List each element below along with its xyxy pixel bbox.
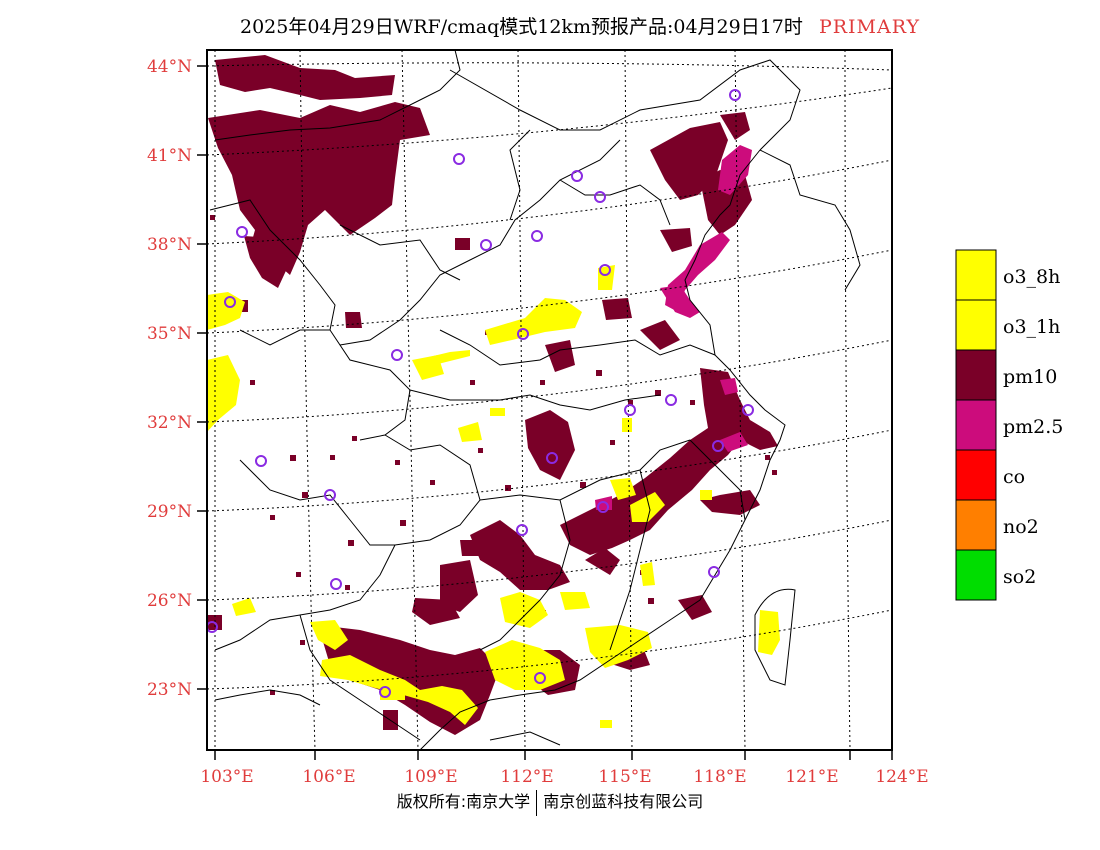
lat-label: 29°N — [147, 502, 192, 522]
lat-labels: 44°N 41°N 38°N 35°N 32°N 29°N 26°N 23°N — [147, 57, 192, 700]
lon-label: 118°E — [693, 767, 746, 787]
legend-swatch-o3-1h — [955, 299, 997, 351]
legend-swatch-no2 — [955, 499, 997, 551]
lat-label: 23°N — [147, 680, 192, 700]
lat-label: 32°N — [147, 413, 192, 433]
o3-regions — [207, 265, 780, 728]
lon-ticks — [214, 750, 893, 760]
lat-label: 26°N — [147, 591, 192, 611]
title-text: 2025年04月29日WRF/cmaq模式12km预报产品:04月29日17时 — [239, 16, 803, 38]
legend-label: co — [1003, 466, 1025, 488]
copyright-left: 版权所有:南京大学 — [396, 792, 531, 811]
legend-label: so2 — [1003, 566, 1036, 588]
lat-label: 41°N — [147, 146, 192, 166]
lon-label: 103°E — [200, 767, 253, 787]
legend-swatch-pm10 — [955, 349, 997, 401]
lon-label: 106°E — [302, 767, 355, 787]
lon-label: 112°E — [500, 767, 553, 787]
lon-label: 109°E — [404, 767, 457, 787]
lat-label: 44°N — [147, 57, 192, 77]
legend-swatch-pm25 — [955, 399, 997, 451]
lon-labels: 103°E 106°E 109°E 112°E 115°E 118°E 121°… — [200, 767, 928, 787]
legend-label: o3_8h — [1003, 266, 1060, 288]
legend-label: pm10 — [1003, 366, 1057, 388]
boundaries — [209, 50, 861, 750]
legend-swatch-so2 — [955, 549, 997, 601]
product-tag: PRIMARY — [818, 16, 920, 38]
lon-label: 115°E — [598, 767, 651, 787]
map-title: 2025年04月29日WRF/cmaq模式12km预报产品:04月29日17时 … — [0, 12, 1100, 39]
lon-label: 124°E — [875, 767, 928, 787]
map-frame — [206, 49, 893, 751]
lat-ticks — [197, 65, 207, 690]
lat-label: 38°N — [147, 235, 192, 255]
copyright-right: 南京创蓝科技有限公司 — [543, 792, 704, 811]
copyright-footer: 版权所有:南京大学 南京创蓝科技有限公司 — [0, 788, 1100, 816]
legend-label: pm2.5 — [1003, 416, 1063, 438]
legend-label: o3_1h — [1003, 316, 1060, 338]
lat-label: 35°N — [147, 324, 192, 344]
legend: o3_8h o3_1h pm10 pm2.5 co no2 so2 — [955, 249, 1063, 601]
lon-label: 121°E — [785, 767, 838, 787]
legend-swatch-co — [955, 449, 997, 501]
pm25-regions — [595, 145, 752, 510]
footer-divider — [536, 789, 538, 816]
legend-swatch-o3-8h — [955, 249, 997, 301]
station-markers — [207, 89, 754, 698]
map-area — [207, 50, 892, 750]
legend-label: no2 — [1003, 516, 1039, 538]
